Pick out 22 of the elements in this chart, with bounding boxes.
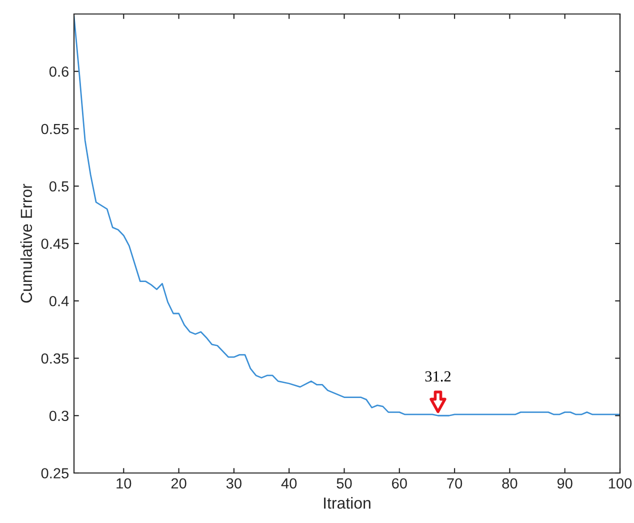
x-tick-label: 50 [336, 478, 352, 489]
y-axis-title: Cumulative Error [20, 184, 32, 303]
x-tick-label: 90 [557, 478, 572, 489]
annotation: 31.2 [425, 371, 451, 382]
line-series [74, 16, 620, 416]
y-tick-label: 0.3 [49, 410, 68, 422]
y-tick-label: 0.45 [41, 238, 69, 249]
x-tick-label: 10 [116, 478, 132, 489]
y-tick-label: 0.6 [49, 66, 68, 77]
x-tick-label: 40 [281, 478, 297, 489]
x-tick-label: 100 [608, 478, 632, 489]
y-tick-label: 0.35 [41, 353, 69, 364]
y-tick-label: 0.55 [41, 124, 69, 134]
x-tick-label: 80 [502, 478, 518, 489]
x-tick-label: 30 [226, 478, 242, 489]
y-tick-label: 0.5 [49, 181, 69, 192]
x-axis-title: Itration [324, 497, 370, 509]
x-tick-label: 70 [447, 478, 462, 489]
x-tick-label: 60 [392, 478, 407, 489]
y-tick-label: 0.25 [41, 468, 69, 478]
x-tick-label: 20 [171, 478, 186, 489]
y-tick-label: 0.4 [49, 296, 69, 306]
